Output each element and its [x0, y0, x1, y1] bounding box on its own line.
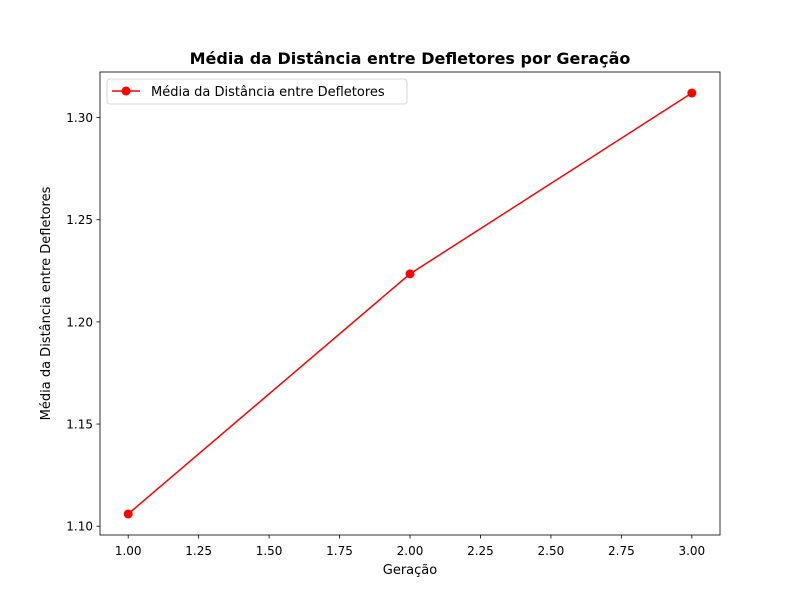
x-tick-label: 2.75 — [608, 544, 635, 558]
x-tick-label: 1.75 — [326, 544, 353, 558]
x-axis-ticks: 1.00 1.25 1.50 1.75 2.00 2.25 2.50 2.75 3.00 — [115, 535, 705, 558]
plot-frame — [99, 71, 721, 536]
x-tick-label: 2.50 — [538, 544, 565, 558]
x-tick-label: 3.00 — [678, 544, 705, 558]
x-tick-label: 2.25 — [467, 544, 494, 558]
y-tick-label: 1.15 — [66, 418, 93, 432]
series-layer — [123, 88, 697, 519]
chart-title: Média da Distância entre Defletores por … — [190, 49, 631, 68]
y-tick-label: 1.30 — [66, 111, 93, 125]
x-tick-label: 2.00 — [397, 544, 424, 558]
x-tick-label: 1.25 — [185, 544, 212, 558]
y-axis-ticks: 1.10 1.15 1.20 1.25 1.30 — [66, 111, 100, 534]
y-tick-label: 1.10 — [66, 520, 93, 534]
x-tick-label: 1.00 — [115, 544, 142, 558]
x-axis-label: Geração — [383, 563, 437, 578]
x-tick-label: 1.50 — [256, 544, 283, 558]
data-point-marker — [123, 509, 133, 519]
legend-box — [106, 78, 408, 105]
legend-label: Média da Distância entre Defletores — [151, 85, 385, 100]
y-tick-label: 1.20 — [66, 315, 93, 329]
plot-area — [100, 72, 720, 535]
data-point-marker — [405, 269, 415, 279]
y-axis-label: Média da Distância entre Defletores — [39, 186, 54, 420]
y-tick-label: 1.25 — [66, 213, 93, 227]
legend-marker-swatch — [121, 86, 131, 96]
data-point-marker — [687, 88, 697, 98]
legend: Média da Distância entre Defletores — [106, 78, 408, 105]
